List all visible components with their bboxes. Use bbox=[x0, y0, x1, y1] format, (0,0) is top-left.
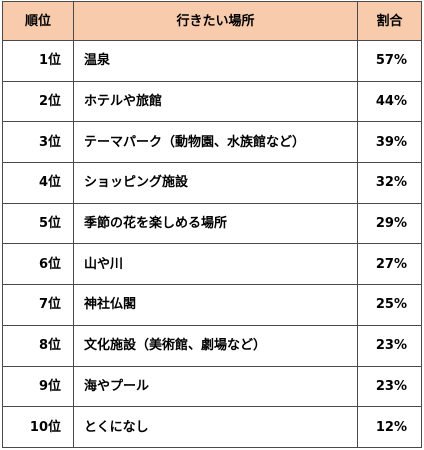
place-cell: ホテルや旅館 bbox=[73, 80, 358, 123]
table-row: 4位 ショッピング施設 32% bbox=[2, 162, 422, 204]
table-row: 6位 山や川 27% bbox=[2, 243, 422, 286]
rank-cell: 3位 bbox=[2, 121, 74, 164]
place-cell: ショッピング施設 bbox=[73, 162, 358, 204]
rank-cell: 7位 bbox=[2, 284, 74, 326]
table-header: 順位 行きたい場所 割合 bbox=[2, 1, 422, 41]
rank-cell: 8位 bbox=[2, 324, 74, 367]
rank-cell: 6位 bbox=[2, 243, 74, 286]
table-row: 7位 神社仏閣 25% bbox=[2, 284, 422, 326]
rank-cell: 4位 bbox=[2, 162, 74, 204]
place-cell: 海やプール bbox=[73, 365, 358, 408]
place-cell: 山や川 bbox=[73, 243, 358, 286]
header-rank: 順位 bbox=[2, 1, 74, 41]
table-row: 3位 テーマパーク（動物園、水族館など） 39% bbox=[2, 121, 422, 164]
percent-cell: 12% bbox=[357, 406, 422, 448]
percent-cell: 57% bbox=[357, 40, 422, 82]
table-row: 1位 温泉 57% bbox=[2, 40, 422, 82]
percent-cell: 23% bbox=[357, 365, 422, 408]
percent-cell: 23% bbox=[357, 324, 422, 367]
place-cell: テーマパーク（動物園、水族館など） bbox=[73, 121, 358, 164]
table-row: 8位 文化施設（美術館、劇場など） 23% bbox=[2, 324, 422, 367]
percent-cell: 29% bbox=[357, 202, 422, 245]
header-row: 順位 行きたい場所 割合 bbox=[2, 1, 422, 41]
percent-cell: 39% bbox=[357, 121, 422, 164]
table-row: 9位 海やプール 23% bbox=[2, 365, 422, 408]
place-cell: 温泉 bbox=[73, 40, 358, 82]
place-cell: 文化施設（美術館、劇場など） bbox=[73, 324, 358, 367]
place-cell: 神社仏閣 bbox=[73, 284, 358, 326]
rank-cell: 10位 bbox=[2, 406, 74, 448]
rank-cell: 5位 bbox=[2, 202, 74, 245]
rank-cell: 9位 bbox=[2, 365, 74, 408]
header-place: 行きたい場所 bbox=[73, 1, 358, 41]
place-cell: とくになし bbox=[73, 406, 358, 448]
percent-cell: 44% bbox=[357, 80, 422, 123]
rank-cell: 2位 bbox=[2, 80, 74, 123]
rank-cell: 1位 bbox=[2, 40, 74, 82]
percent-cell: 25% bbox=[357, 284, 422, 326]
table-row: 5位 季節の花を楽しめる場所 29% bbox=[2, 202, 422, 245]
table-row: 2位 ホテルや旅館 44% bbox=[2, 80, 422, 123]
percent-cell: 32% bbox=[357, 162, 422, 204]
header-percent: 割合 bbox=[357, 1, 422, 41]
percent-cell: 27% bbox=[357, 243, 422, 286]
table-body: 1位 温泉 57% 2位 ホテルや旅館 44% 3位 テーマパーク（動物園、水族… bbox=[2, 40, 422, 448]
table-row: 10位 とくになし 12% bbox=[2, 406, 422, 448]
place-cell: 季節の花を楽しめる場所 bbox=[73, 202, 358, 245]
